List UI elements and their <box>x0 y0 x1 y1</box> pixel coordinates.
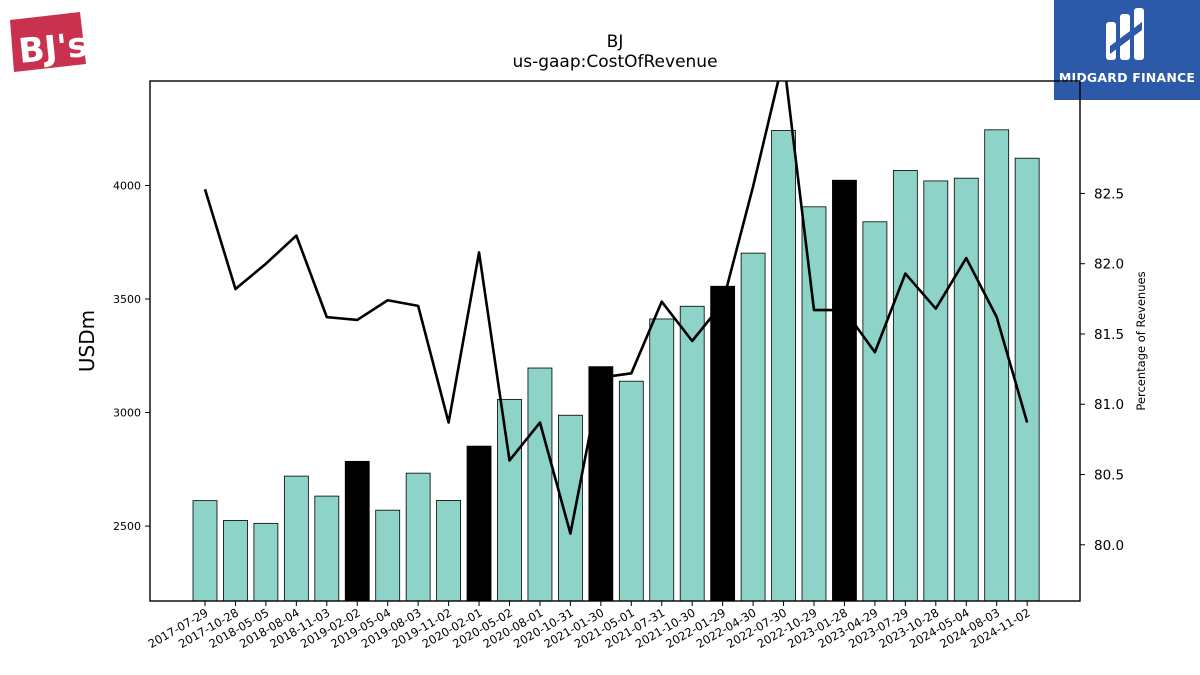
bar-2020-10-31 <box>558 414 583 602</box>
bjs-logo: BJ's <box>8 8 90 78</box>
y2-axis-label: Percentage of Revenues <box>1134 271 1148 410</box>
midgard-finance-label: MIDGARD FINANCE <box>1058 70 1196 85</box>
bar-2018-05-05 <box>253 522 279 602</box>
midgard-finance-logo: MIDGARD FINANCE <box>1054 0 1200 100</box>
chart-subtitle: us-gaap:CostOfRevenue <box>512 52 718 72</box>
bar-2019-11-02 <box>436 500 462 602</box>
bar-2017-10-28 <box>223 519 248 602</box>
bar-2024-08-03 <box>984 129 1010 602</box>
y2-tick-label-81.0: 81.0 <box>1094 397 1124 413</box>
y-tick-label-3500: 3500 <box>113 293 141 306</box>
bar-2024-11-02 <box>1014 157 1040 602</box>
bar-2022-07-30 <box>771 130 796 602</box>
bar-2022-04-30 <box>740 252 766 602</box>
bar-2023-01-28 <box>832 179 857 602</box>
y-tick-label-3000: 3000 <box>113 407 141 420</box>
y-axis-label: USDm <box>75 310 99 372</box>
y2-tick-label-82.5: 82.5 <box>1094 186 1124 202</box>
plot-frame <box>149 80 1081 602</box>
y2-tick-label-80.5: 80.5 <box>1094 468 1124 484</box>
bar-2019-05-04 <box>375 509 401 602</box>
revenue-percentage-line <box>203 81 1029 535</box>
y2-tick-label-81.5: 81.5 <box>1094 327 1124 343</box>
bar-2019-02-02 <box>344 460 370 602</box>
bar-2018-11-03 <box>314 495 340 602</box>
bar-2022-10-29 <box>801 206 827 602</box>
bar-2023-07-29 <box>892 170 918 602</box>
bar-2019-08-03 <box>405 472 431 602</box>
bar-2021-01-30 <box>588 366 614 602</box>
bar-2021-05-01 <box>618 380 644 602</box>
bar-2018-08-04 <box>283 475 309 602</box>
bar-2020-05-02 <box>497 398 522 602</box>
y-tick-label-2500: 2500 <box>113 520 141 533</box>
y2-tick-label-80.0: 80.0 <box>1094 538 1124 554</box>
bar-2023-10-28 <box>923 180 949 602</box>
bar-2020-02-01 <box>466 445 492 602</box>
bar-2024-05-04 <box>953 177 979 602</box>
bar-2021-10-30 <box>679 305 705 602</box>
bjs-logo-text: BJ's <box>17 25 88 72</box>
bar-2023-04-29 <box>862 221 888 602</box>
midgard-mark-icon <box>1106 8 1144 60</box>
y2-tick-label-82.0: 82.0 <box>1094 257 1124 273</box>
y-tick-label-4000: 4000 <box>113 179 141 192</box>
bar-2021-07-31 <box>649 318 675 602</box>
bar-2020-08-01 <box>527 367 553 602</box>
chart-title: BJ <box>606 32 624 52</box>
bar-2022-01-29 <box>710 285 736 602</box>
bar-2017-07-29 <box>192 500 218 602</box>
